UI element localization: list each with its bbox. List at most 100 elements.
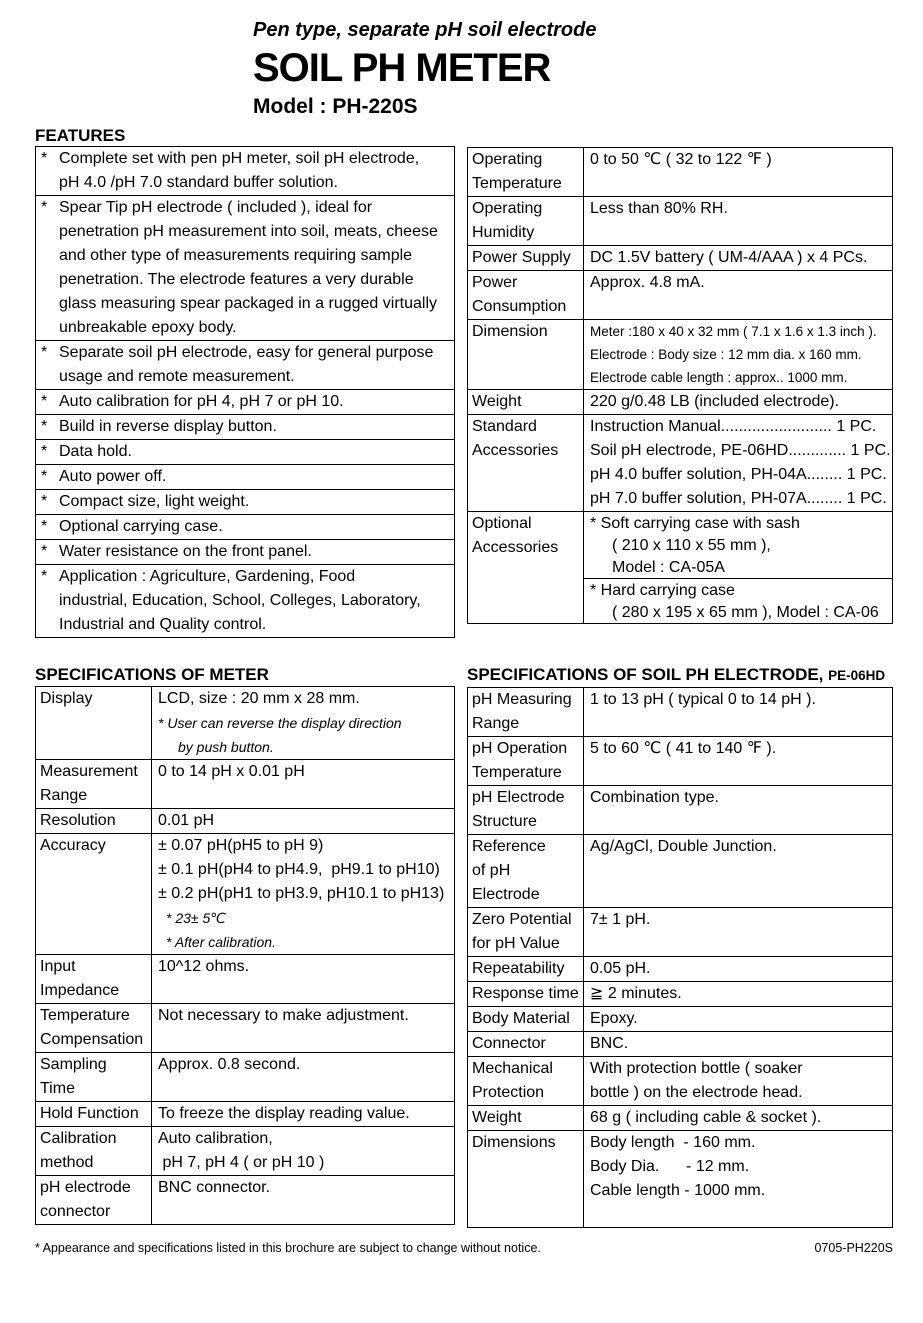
spec-row: Connector BNC. [468, 1032, 892, 1057]
spec-value-line: To freeze the display reading value. [158, 1105, 410, 1122]
electrode-model-code: PE-06HD [828, 668, 886, 683]
spec-label: Sampling Time [36, 1053, 152, 1101]
spec-label: Resolution [36, 809, 152, 833]
spec-value: Body length - 160 mm. Body Dia. - 12 mm. C… [584, 1131, 892, 1227]
feature-text: Optional carrying case. [59, 518, 223, 535]
feature-item: * Water resistance on the front panel. [36, 540, 454, 565]
spec-row: Input Impedance 10^12 ohms. [36, 955, 454, 1004]
bottom-section: SPECIFICATIONS OF METER Display LCD, size… [35, 664, 893, 1228]
spec-value-line: 68 g ( including cable & socket ). [590, 1109, 822, 1126]
spec-row: Temperature Compensation Not necessary to… [36, 1004, 454, 1053]
electrode-specs-column: SPECIFICATIONS OF SOIL PH ELECTRODE, PE-… [467, 664, 893, 1228]
asterisk-bullet: * [41, 518, 48, 535]
spec-row: Dimension Meter :180 x 40 x 32 mm ( 7.1 x… [468, 320, 892, 390]
spec-value: DC 1.5V battery ( UM-4/AAA ) x 4 PCs. [584, 246, 892, 270]
top-section: FEATURES * Complete set with pen pH meter… [35, 125, 893, 638]
spec-label: Input Impedance [36, 955, 152, 1003]
meter-specs-column: SPECIFICATIONS OF METER Display LCD, size… [35, 664, 455, 1228]
spec-label: Reference of pH Electrode [468, 835, 584, 907]
spec-label: Optional Accessories [468, 512, 584, 623]
spec-value-line: Less than 80% RH. [590, 200, 728, 217]
feature-text: Build in reverse display button. [59, 418, 277, 435]
spec-row: Accuracy ± 0.07 pH(pH5 to pH 9) ± 0.1 pH(p… [36, 834, 454, 955]
spec-value: Meter :180 x 40 x 32 mm ( 7.1 x 1.6 x 1.… [584, 320, 892, 389]
spec-row: Hold Function To freeze the display readi… [36, 1102, 454, 1127]
asterisk-bullet: * [41, 493, 48, 510]
spec-value-line: BNC connector. [158, 1179, 271, 1196]
spec-label: Display [36, 687, 152, 759]
spec-value-line: 10^12 ohms. [158, 958, 250, 975]
spec-value-line: LCD, size : 20 mm x 28 mm. [158, 690, 360, 707]
spec-value-line: * 23± 5℃ [166, 910, 226, 926]
spec-value: Auto calibration, pH 7, pH 4 ( or pH 10 … [152, 1127, 454, 1175]
spec-value-line: ± 0.2 pH(pH1 to pH3.9, pH10.1 to pH13) [158, 885, 445, 902]
spec-value-line: by push button. [178, 739, 274, 755]
spec-label: Connector [468, 1032, 584, 1056]
feature-text: Complete set with pen pH meter, soil pH … [59, 150, 420, 191]
spec-value-line: Body Dia. - 12 mm. [590, 1158, 750, 1175]
spec-value: 0 to 50 ℃ ( 32 to 122 ℉ ) [584, 148, 892, 196]
spec-value-line: Electrode : Body size : 12 mm dia. x 160… [590, 347, 862, 362]
spec-value-line: Model : CA-05A [612, 559, 725, 576]
spec-row: Operating Temperature 0 to 50 ℃ ( 32 to 1… [468, 148, 892, 197]
electrode-specs-heading-text: SPECIFICATIONS OF SOIL PH ELECTRODE, [467, 665, 824, 684]
spec-value-line: Approx. 0.8 second. [158, 1056, 301, 1073]
spec-row: Zero Potential for pH Value 7± 1 pH. [468, 908, 892, 957]
features-table: * Complete set with pen pH meter, soil pH… [35, 146, 455, 638]
spec-row: pH electrode connector BNC connector. [36, 1176, 454, 1224]
spec-label: pH Electrode Structure [468, 786, 584, 834]
spec-row: Reference of pH Electrode Ag/AgCl, Double… [468, 835, 892, 908]
spec-value-line: * After calibration. [166, 934, 276, 950]
spec-value-line: Meter :180 x 40 x 32 mm ( 7.1 x 1.6 x 1.… [590, 324, 877, 339]
spec-value: To freeze the display reading value. [152, 1102, 454, 1126]
spec-label: Repeatability [468, 957, 584, 981]
feature-text: Separate soil pH electrode, easy for gen… [59, 344, 434, 385]
spec-row: Operating Humidity Less than 80% RH. [468, 197, 892, 246]
feature-item: * Data hold. [36, 440, 454, 465]
feature-text: Compact size, light weight. [59, 493, 250, 510]
spec-label: pH Operation Temperature [468, 737, 584, 785]
asterisk-bullet: * [41, 543, 48, 560]
spec-row: Sampling Time Approx. 0.8 second. [36, 1053, 454, 1102]
spec-value: * Soft carrying case with sash ( 210 x 11… [584, 512, 892, 623]
spec-label: Response time [468, 982, 584, 1006]
spec-value-line: Electrode cable length : approx.. 1000 m… [590, 370, 848, 385]
spec-label: Body Material [468, 1007, 584, 1031]
feature-text: Auto calibration for pH 4, pH 7 or pH 10… [59, 393, 344, 410]
asterisk-bullet: * [41, 418, 48, 435]
spec-label: Accuracy [36, 834, 152, 954]
meter-specs-table: Display LCD, size : 20 mm x 28 mm. * User … [35, 686, 455, 1225]
spec-value-line: ( 280 x 195 x 65 mm ), Model : CA-06 [612, 604, 879, 621]
meter-specs-heading: SPECIFICATIONS OF METER [35, 665, 269, 684]
spec-value: Approx. 0.8 second. [152, 1053, 454, 1101]
spec-value: Epoxy. [584, 1007, 892, 1031]
feature-item: * Application : Agriculture, Gardening, F… [36, 565, 454, 637]
document-header: Pen type, separate pH soil electrode SOI… [253, 0, 893, 119]
spec-value: 7± 1 pH. [584, 908, 892, 956]
footer-code: 0705-PH220S [814, 1241, 893, 1255]
spec-label: Power Supply [468, 246, 584, 270]
spec-value: 10^12 ohms. [152, 955, 454, 1003]
spec-row: Weight 220 g/0.48 LB (included electrode)… [468, 390, 892, 415]
features-heading: FEATURES [35, 126, 126, 145]
asterisk-bullet: * [41, 344, 48, 361]
spec-value-line: ± 0.07 pH(pH5 to pH 9) [158, 837, 324, 854]
product-title: SOIL PH METER [253, 46, 551, 90]
spec-value-line: 7± 1 pH. [590, 911, 651, 928]
spec-value-line: 5 to 60 ℃ ( 41 to 140 ℉ ). [590, 740, 777, 757]
spec-value: 5 to 60 ℃ ( 41 to 140 ℉ ). [584, 737, 892, 785]
spec-value: 0 to 14 pH x 0.01 pH [152, 760, 454, 808]
product-model: Model : PH-220S [253, 95, 418, 118]
spec-value: Ag/AgCl, Double Junction. [584, 835, 892, 907]
feature-text: Auto power off. [59, 468, 167, 485]
product-tagline: Pen type, separate pH soil electrode [253, 19, 597, 41]
spec-value-line: 0.01 pH [158, 812, 215, 829]
spec-value-line: Cable length - 1000 mm. [590, 1182, 766, 1199]
feature-item: * Build in reverse display button. [36, 415, 454, 440]
spec-value: Combination type. [584, 786, 892, 834]
spec-label: Dimension [468, 320, 584, 389]
spec-value-line: 1 to 13 pH ( typical 0 to 14 pH ). [590, 691, 816, 708]
spec-row: Optional Accessories * Soft carrying case… [468, 512, 892, 623]
spec-label: Operating Temperature [468, 148, 584, 196]
feature-item: * Auto power off. [36, 465, 454, 490]
